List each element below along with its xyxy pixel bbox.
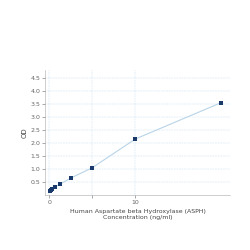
X-axis label: Human Aspartate beta Hydroxylase (ASPH)
Concentration (ng/ml): Human Aspartate beta Hydroxylase (ASPH) … — [70, 209, 205, 220]
Point — [69, 176, 73, 180]
Point — [133, 137, 137, 141]
Y-axis label: OD: OD — [22, 127, 28, 138]
Point — [50, 187, 54, 191]
Point — [53, 185, 57, 189]
Point — [48, 189, 52, 193]
Point — [220, 100, 224, 104]
Point — [90, 166, 94, 170]
Point — [58, 182, 62, 186]
Point — [49, 188, 53, 192]
